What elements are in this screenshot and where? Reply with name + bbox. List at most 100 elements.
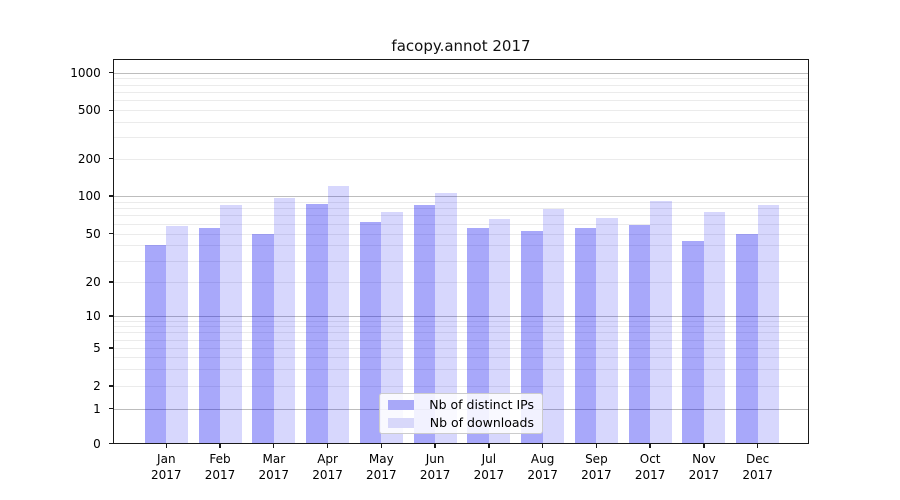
x-tick-year: 2017 [527, 467, 558, 482]
y-tick-label: 10 [85, 309, 101, 323]
bar-distinct-ips-jun [413, 204, 436, 444]
bar-distinct-ips-may [359, 221, 382, 444]
right-spine [807, 59, 809, 444]
x-tick-label: Sep 2017 [566, 451, 626, 483]
bottom-spine [112, 442, 809, 445]
minor-gridline [113, 215, 809, 217]
minor-gridline [113, 158, 809, 160]
legend-item-distinct-ips: Nb of distinct IPs [388, 397, 534, 412]
x-tick-year: 2017 [366, 467, 397, 482]
minor-gridline [113, 260, 809, 262]
bar-distinct-ips-dec [736, 233, 758, 444]
legend-label-distinct-ips: Nb of distinct IPs [429, 397, 534, 412]
x-tick-label: Jun 2017 [405, 451, 465, 483]
y-tick-mark [108, 109, 113, 111]
minor-gridline [113, 78, 809, 80]
x-tick-month: Jan [157, 451, 176, 466]
y-tick-label: 50 [85, 226, 101, 241]
y-tick-label: 1000 [70, 65, 101, 80]
bar-downloads-sep [596, 218, 618, 444]
y-tick-label: 0 [93, 436, 101, 451]
legend-label-downloads: Nb of downloads [429, 415, 534, 430]
x-tick-label: Jul 2017 [459, 451, 519, 483]
x-tick-month: Sep [585, 451, 608, 466]
x-tick-mark [595, 443, 598, 448]
x-tick-month: Nov [692, 451, 716, 466]
x-tick-year: 2017 [473, 467, 505, 482]
bar-downloads-dec [757, 205, 780, 444]
x-tick-year: 2017 [258, 467, 290, 482]
minor-gridline [113, 233, 809, 235]
bar-distinct-ips-apr [306, 203, 328, 444]
minor-gridline [113, 320, 809, 322]
minor-gridline [113, 348, 809, 349]
bar-downloads-oct [650, 200, 672, 444]
bar-distinct-ips-nov [682, 241, 704, 444]
x-tick-mark [757, 443, 759, 448]
bar-distinct-ips-jul [467, 228, 489, 444]
x-tick-mark [434, 443, 436, 448]
minor-gridline [113, 110, 809, 112]
y-tick-mark [108, 232, 113, 235]
minor-gridline [113, 282, 809, 283]
x-tick-year: 2017 [634, 467, 666, 482]
y-tick-label: 500 [77, 103, 101, 118]
bar-downloads-mar [273, 198, 296, 444]
y-tick-mark [108, 281, 113, 283]
y-tick-mark [108, 347, 113, 349]
bar-downloads-feb [220, 205, 242, 444]
minor-gridline [113, 339, 809, 341]
left-spine [112, 59, 114, 444]
chart-legend: Nb of distinct IPs Nb of downloads [379, 393, 543, 434]
x-tick-year: 2017 [581, 467, 612, 482]
x-tick-label: Mar 2017 [244, 451, 304, 483]
bar-downloads-jun [435, 193, 457, 444]
x-tick-month: Mar [262, 451, 286, 466]
bar-distinct-ips-jan [144, 245, 167, 444]
x-tick-mark [649, 443, 651, 448]
bar-distinct-ips-oct [628, 225, 651, 444]
x-tick-month: Apr [317, 451, 338, 466]
legend-swatch-downloads [388, 417, 414, 428]
minor-gridline [113, 223, 809, 225]
bar-downloads-may [381, 212, 403, 444]
x-tick-mark [326, 443, 329, 448]
bar-distinct-ips-mar [252, 233, 274, 444]
x-tick-mark [488, 443, 490, 448]
y-tick-label: 1 [93, 401, 101, 416]
x-tick-mark [165, 443, 167, 448]
x-tick-year: 2017 [419, 467, 451, 482]
minor-gridline [113, 369, 809, 371]
x-tick-mark [703, 443, 705, 448]
bar-distinct-ips-feb [198, 228, 221, 444]
x-tick-year: 2017 [204, 467, 236, 482]
y-tick-label: 20 [85, 275, 101, 289]
top-spine [112, 58, 809, 61]
x-tick-year: 2017 [742, 467, 773, 482]
y-tick-mark [108, 407, 113, 410]
x-tick-mark [219, 443, 221, 448]
bar-downloads-jan [166, 226, 188, 444]
x-tick-label: Nov 2017 [674, 451, 734, 483]
y-tick-label: 5 [93, 341, 101, 355]
x-tick-year: 2017 [312, 467, 343, 482]
minor-gridline [113, 84, 809, 86]
bar-distinct-ips-sep [574, 228, 597, 444]
minor-gridline [113, 332, 809, 334]
legend-swatch-distinct-ips [388, 399, 414, 410]
major-gridline [113, 196, 809, 198]
x-tick-month: Aug [530, 451, 555, 466]
y-tick-mark [108, 157, 113, 160]
minor-gridline [113, 208, 809, 210]
x-tick-month: Oct [639, 451, 661, 466]
bar-downloads-aug [542, 209, 565, 444]
y-tick-label: 100 [77, 189, 101, 203]
minor-gridline [113, 326, 809, 328]
x-tick-month: Dec [746, 451, 770, 466]
major-gridline [113, 72, 809, 74]
x-tick-label: Dec 2017 [728, 451, 788, 483]
x-tick-year: 2017 [151, 467, 182, 482]
x-tick-label: Aug 2017 [513, 451, 573, 483]
x-tick-label: Apr 2017 [298, 451, 358, 483]
